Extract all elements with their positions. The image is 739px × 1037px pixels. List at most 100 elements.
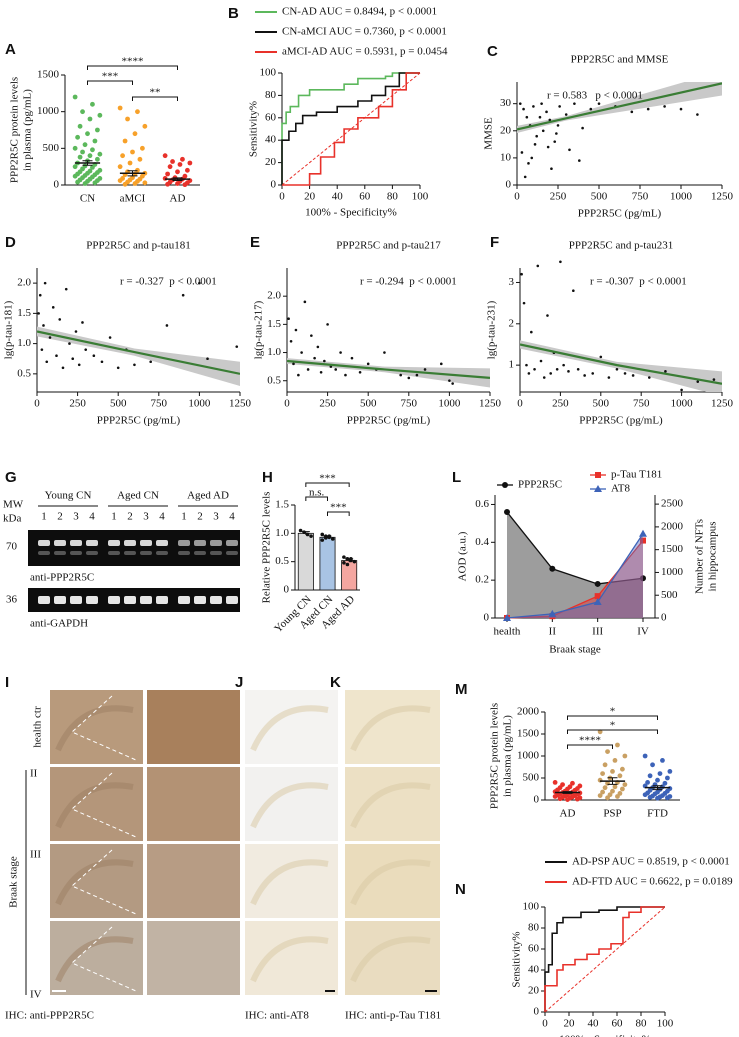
y-tick-label: 30: [500, 97, 512, 109]
data-point: [655, 777, 660, 783]
data-point: [82, 181, 88, 186]
y-tick-label: 2000: [517, 706, 540, 718]
x-tick-label: 0: [542, 1018, 548, 1030]
data-point: [108, 336, 112, 339]
data-point: [309, 534, 313, 538]
data-point: [77, 363, 81, 367]
data-point: [679, 107, 683, 111]
blot-band: [124, 540, 136, 546]
data-point: [87, 153, 93, 159]
data-point: [64, 287, 68, 291]
data-point: [522, 301, 526, 305]
y-axis-label: Sensitivity%: [511, 931, 523, 987]
data-point: [622, 782, 628, 787]
confidence-band: [520, 340, 722, 392]
data-point: [525, 115, 529, 119]
ihc-image: [245, 844, 338, 918]
y-tick-label: 1000: [37, 105, 60, 117]
marker: [548, 609, 557, 617]
marker: [640, 537, 646, 544]
data-point: [165, 181, 171, 187]
marker: [640, 575, 646, 582]
data-point: [597, 793, 603, 798]
data-point: [185, 167, 190, 173]
data-point: [366, 362, 370, 366]
blot-band: [86, 596, 98, 604]
blot: [28, 530, 240, 566]
data-point: [583, 374, 586, 377]
x-tick-label: 100: [412, 191, 429, 203]
data-point: [71, 357, 75, 361]
data-point: [294, 328, 298, 332]
data-point: [647, 376, 651, 379]
data-point: [657, 771, 663, 776]
data-point: [646, 107, 650, 111]
data-point: [615, 794, 620, 799]
confidence-band: [517, 82, 722, 133]
legend-label: AT8: [611, 483, 630, 495]
x-tick-label: 750: [401, 398, 418, 410]
data-point: [342, 555, 346, 559]
data-point: [40, 348, 44, 351]
y-tick-label: 3: [509, 276, 515, 288]
x-tick-label: 250: [550, 191, 567, 203]
data-point: [165, 324, 169, 327]
blot-band: [178, 540, 190, 546]
y-tick-label: 1.5: [17, 307, 31, 319]
data-point: [665, 775, 670, 781]
data-point: [80, 149, 85, 155]
data-point: [180, 156, 185, 162]
axis-line: [286, 268, 490, 393]
x-axis-label: Braak stage: [549, 644, 601, 656]
data-point: [407, 376, 411, 380]
line: [506, 511, 644, 585]
data-point: [140, 145, 145, 151]
legend-label: AD-FTD AUC = 0.6622, p = 0.0189: [572, 876, 733, 888]
data-point: [175, 169, 180, 175]
lane-label: 4: [159, 511, 165, 523]
fit-line: [37, 330, 240, 375]
blot-band: [178, 551, 190, 555]
blot-band: [124, 596, 136, 604]
y-tick-label: 1: [509, 359, 515, 371]
marker: [549, 565, 556, 572]
significance-label: ****: [579, 735, 601, 747]
data-point: [306, 368, 310, 371]
data-point: [558, 105, 561, 108]
data-point: [556, 124, 560, 127]
ihc-image: [147, 844, 240, 918]
chart-title: PPP2R5C and p-tau217: [336, 240, 441, 252]
chart-title: PPP2R5C and p-tau231: [569, 240, 674, 252]
roc-curve: [282, 72, 420, 186]
y-tick-label: 0: [534, 1006, 540, 1018]
tissue-outline: [350, 782, 431, 829]
x-axis-label: PPP2R5C (pg/mL): [579, 415, 663, 427]
y-tick-label: 2500: [661, 498, 684, 510]
region-outline: [71, 926, 137, 992]
data-point: [567, 370, 570, 373]
blot-band: [156, 596, 168, 604]
caption: IHC: anti-AT8: [245, 1010, 309, 1022]
data-point: [48, 336, 52, 339]
data-point: [612, 784, 618, 790]
lane-label: 1: [41, 511, 47, 523]
data-point: [631, 374, 635, 377]
data-point: [55, 354, 58, 358]
blot-band: [194, 540, 206, 546]
data-point: [334, 368, 338, 371]
x-tick-label: 0: [34, 398, 40, 410]
bar: [341, 560, 358, 591]
fit-line: [287, 359, 490, 380]
data-point: [330, 537, 335, 541]
axis-line: [36, 268, 240, 393]
marker: [594, 593, 601, 600]
data-point: [539, 359, 543, 363]
y-axis-label: in plasma (pg/mL): [22, 89, 34, 171]
data-point: [620, 786, 625, 792]
data-point: [607, 376, 611, 379]
significance-bracket: [567, 715, 658, 720]
lane-label: 4: [229, 511, 235, 523]
data-point: [642, 792, 648, 798]
data-point: [612, 758, 618, 763]
